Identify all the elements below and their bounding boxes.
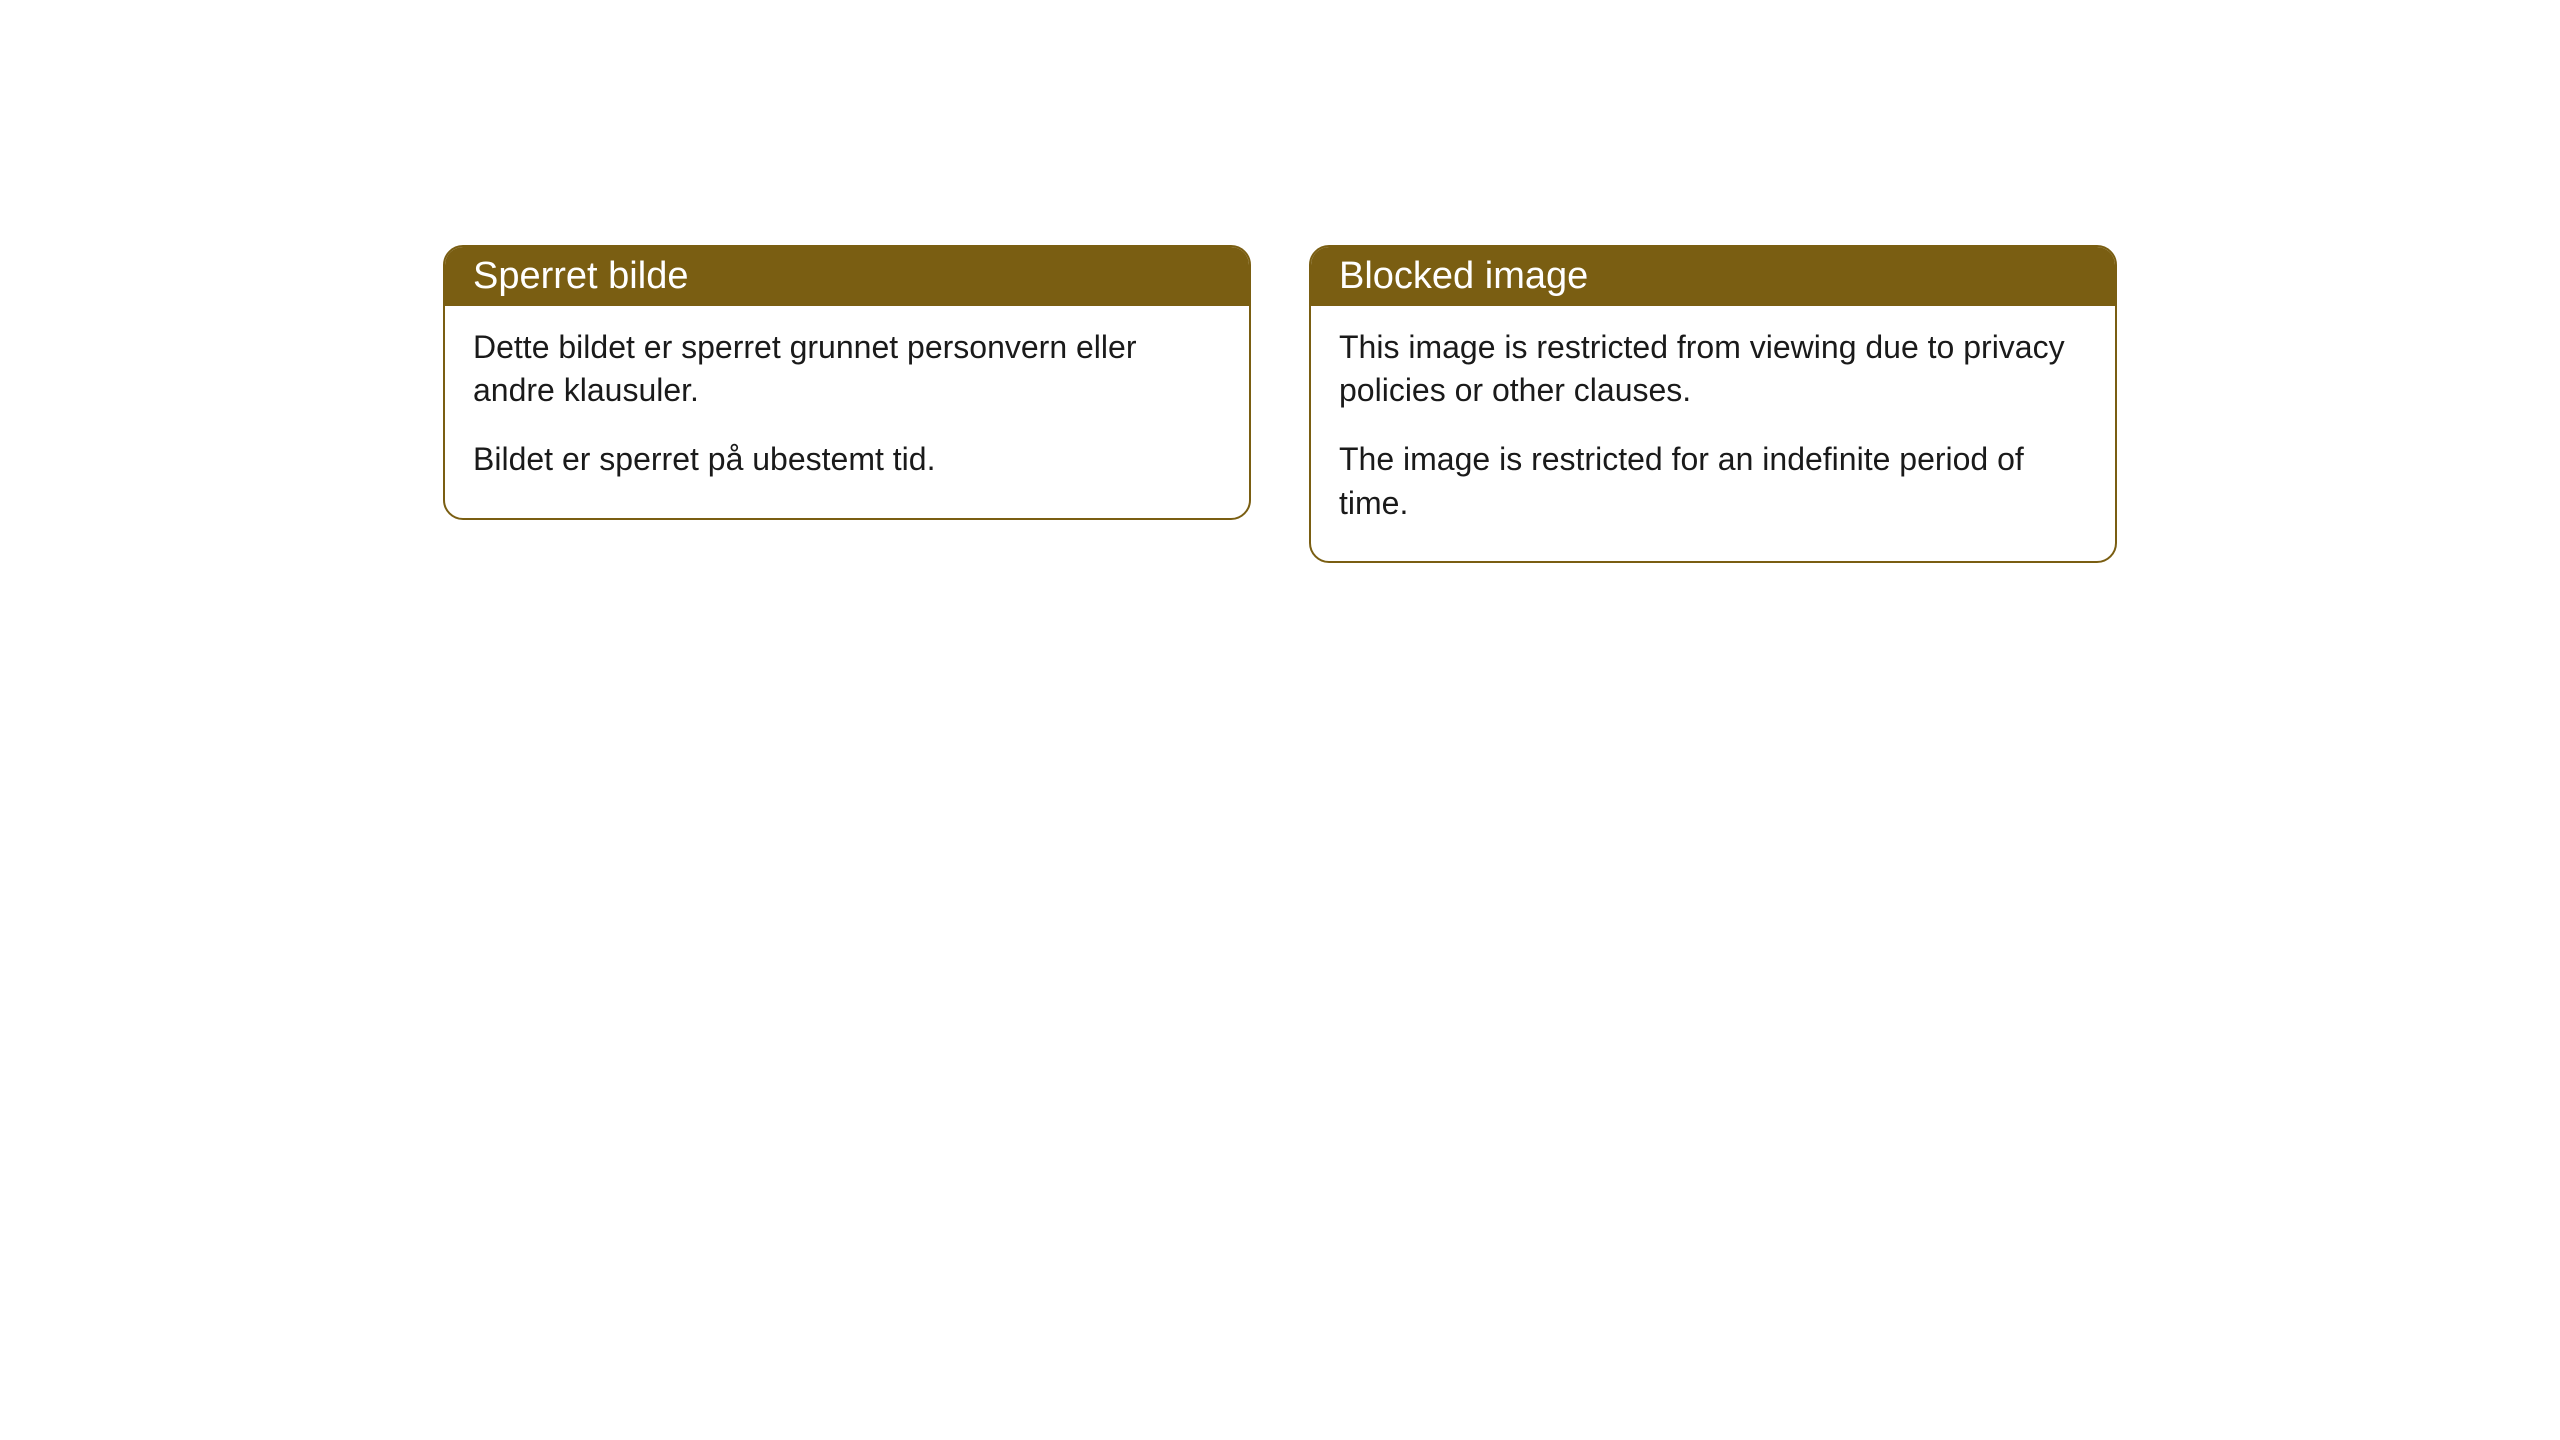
card-header-norwegian: Sperret bilde — [445, 247, 1249, 306]
card-paragraph-1-norwegian: Dette bildet er sperret grunnet personve… — [473, 326, 1221, 412]
card-title-norwegian: Sperret bilde — [473, 255, 688, 297]
cards-container: Sperret bilde Dette bildet er sperret gr… — [443, 245, 2117, 1440]
card-paragraph-2-norwegian: Bildet er sperret på ubestemt tid. — [473, 438, 1221, 481]
card-body-english: This image is restricted from viewing du… — [1311, 306, 2115, 561]
card-english: Blocked image This image is restricted f… — [1309, 245, 2117, 563]
card-paragraph-2-english: The image is restricted for an indefinit… — [1339, 438, 2087, 524]
card-title-english: Blocked image — [1339, 255, 1588, 297]
card-body-norwegian: Dette bildet er sperret grunnet personve… — [445, 306, 1249, 518]
card-paragraph-1-english: This image is restricted from viewing du… — [1339, 326, 2087, 412]
card-norwegian: Sperret bilde Dette bildet er sperret gr… — [443, 245, 1251, 520]
card-header-english: Blocked image — [1311, 247, 2115, 306]
